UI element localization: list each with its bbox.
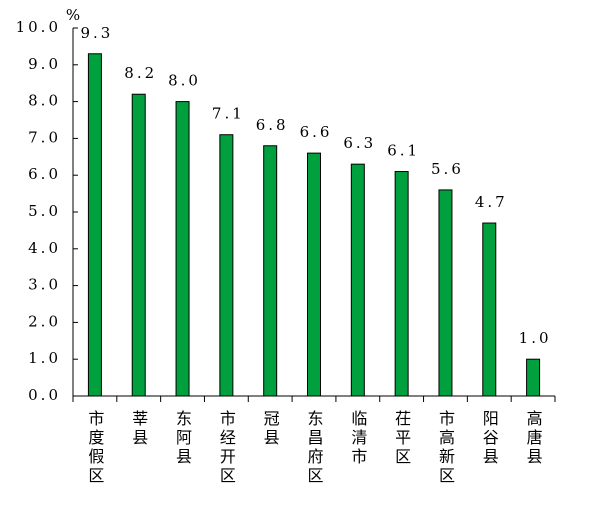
x-tick-label: 阳谷县: [480, 410, 499, 467]
x-tick-label: 莘县: [129, 410, 148, 448]
y-tick-label: 1.0: [28, 349, 61, 367]
bar: [263, 145, 278, 397]
x-tick-label: 冠县: [261, 410, 280, 448]
bar: [350, 163, 365, 397]
x-tick-label: 市高新区: [436, 410, 455, 486]
x-tick-label: 市经开区: [217, 410, 236, 486]
y-tick-label: 3.0: [28, 276, 61, 294]
bar: [307, 152, 321, 397]
y-tick-label: 0.0: [28, 386, 61, 404]
y-tick-label: 8.0: [28, 92, 61, 110]
value-label: 1.0: [519, 329, 552, 347]
x-tick-label: 茌平区: [392, 410, 411, 467]
y-axis-label: %: [66, 6, 80, 24]
bar: [87, 53, 102, 397]
x-tick-label: 临清市: [348, 410, 367, 467]
y-tick-label: 9.0: [28, 55, 61, 73]
bar: [482, 222, 497, 397]
x-tick-label: 东阿县: [173, 410, 192, 467]
y-tick-label: 10.0: [16, 18, 61, 36]
value-label: 5.6: [431, 160, 464, 178]
y-tick-label: 4.0: [28, 239, 61, 257]
bar: [175, 101, 190, 397]
y-tick-label: 6.0: [28, 165, 61, 183]
bar: [438, 189, 453, 397]
value-label: 6.6: [300, 123, 333, 141]
x-tick-label: 市度假区: [85, 410, 104, 486]
value-label: 8.2: [124, 64, 157, 82]
value-label: 9.3: [80, 24, 113, 42]
y-tick-label: 5.0: [28, 202, 61, 220]
value-label: 7.1: [212, 105, 245, 123]
bar: [394, 171, 409, 397]
value-label: 8.0: [168, 72, 201, 90]
y-tick-label: 2.0: [28, 312, 61, 330]
bar: [526, 358, 541, 397]
x-tick-label: 东昌府区: [305, 410, 324, 486]
value-label: 6.8: [256, 116, 289, 134]
value-label: 6.1: [387, 142, 420, 160]
bar: [219, 134, 234, 397]
bar: [131, 93, 146, 397]
x-tick-label: 高唐县: [524, 410, 543, 467]
y-tick-label: 7.0: [28, 128, 61, 146]
value-label: 6.3: [343, 134, 376, 152]
value-label: 4.7: [475, 193, 508, 211]
